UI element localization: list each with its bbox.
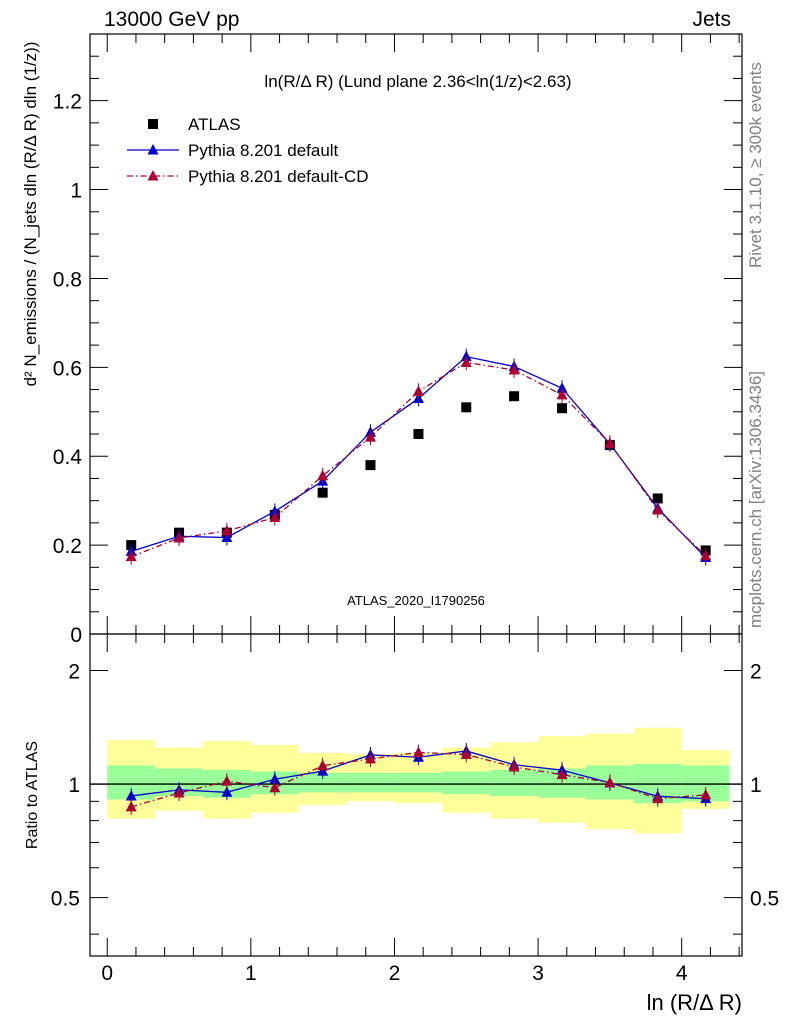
plot-title: ln(R/Δ R) (Lund plane 2.36<ln(1/z)<2.63) bbox=[264, 72, 571, 91]
main-point bbox=[700, 549, 712, 561]
main-y-tick-label: 1 bbox=[70, 180, 82, 203]
ratio-point bbox=[269, 773, 281, 784]
main-y-tick-label: 0.4 bbox=[53, 446, 83, 469]
data-point bbox=[509, 391, 520, 402]
ratio-y-tick-label-right: 0.5 bbox=[750, 888, 779, 911]
main-point bbox=[556, 388, 568, 400]
data-point bbox=[652, 493, 663, 504]
main-point bbox=[221, 524, 233, 536]
ratio-point bbox=[125, 800, 137, 812]
ratio-y-tick-label-left: 0.5 bbox=[51, 888, 80, 911]
ratio-y-tick-label-left: 2 bbox=[68, 661, 80, 684]
ratio-point bbox=[604, 776, 616, 788]
main-point bbox=[269, 511, 281, 523]
main-point bbox=[460, 356, 472, 367]
x-tick-label: 3 bbox=[532, 962, 544, 985]
ratio-point bbox=[269, 781, 281, 793]
ratio-point bbox=[556, 768, 568, 780]
main-point bbox=[412, 385, 424, 396]
legend-label: ATLAS bbox=[188, 115, 241, 134]
ratio-frame bbox=[89, 633, 743, 957]
main-y-tick-label: 1.2 bbox=[53, 91, 82, 114]
ratio-y-tick-label-right: 1 bbox=[750, 774, 762, 797]
watermark-label: ATLAS_2020_I1790256 bbox=[347, 593, 485, 608]
header-right: Jets bbox=[692, 8, 731, 31]
ratio-point bbox=[125, 789, 137, 801]
ratio-point bbox=[221, 786, 233, 797]
ratio-y-axis-title: Ratio to ATLAS bbox=[24, 741, 41, 849]
inner-band-bin bbox=[346, 772, 395, 793]
data-point bbox=[461, 402, 472, 413]
x-tick-label: 2 bbox=[389, 962, 401, 985]
main-y-tick-label: 0.2 bbox=[53, 535, 82, 558]
header-left: 13000 GeV pp bbox=[104, 8, 240, 31]
legend-label: Pythia 8.201 default bbox=[188, 141, 339, 160]
legend-label: Pythia 8.201 default-CD bbox=[188, 167, 369, 186]
ratio-point bbox=[700, 788, 712, 800]
ratio-y-tick-label-left: 1 bbox=[68, 774, 80, 797]
main-point bbox=[652, 504, 664, 515]
legend-marker bbox=[148, 119, 158, 129]
inner-band-bin bbox=[394, 772, 443, 793]
main-point bbox=[317, 469, 329, 481]
data-point bbox=[317, 487, 328, 498]
main-point bbox=[125, 550, 137, 562]
x-tick-label: 1 bbox=[245, 962, 257, 985]
ratio-point bbox=[460, 748, 472, 759]
main-y-tick-label: 0 bbox=[70, 624, 82, 647]
inner-band-bin bbox=[298, 772, 347, 793]
data-point bbox=[413, 429, 424, 439]
main-point bbox=[364, 431, 376, 442]
legend-marker bbox=[147, 144, 159, 155]
ratio-point bbox=[317, 759, 329, 771]
main-y-axis-title: d² N_emissions / (N_jets dln (R/Δ R) dln… bbox=[21, 42, 40, 387]
ratio-point bbox=[221, 775, 233, 786]
ratio-point bbox=[173, 786, 185, 798]
main-point bbox=[604, 437, 616, 448]
legend-marker bbox=[147, 170, 159, 181]
data-point bbox=[365, 460, 376, 471]
x-tick-label: 4 bbox=[676, 962, 688, 985]
ratio-point bbox=[652, 792, 664, 804]
main-point bbox=[508, 364, 520, 375]
ratio-point bbox=[508, 760, 520, 772]
main-y-tick-label: 0.6 bbox=[53, 357, 82, 380]
main-point bbox=[173, 532, 185, 543]
ratio-point bbox=[412, 746, 424, 757]
x-tick-label: 0 bbox=[101, 962, 113, 985]
ratio-point bbox=[364, 752, 376, 764]
data-point bbox=[557, 403, 568, 414]
inner-band-bin bbox=[442, 771, 491, 795]
x-axis-title: ln (R/Δ R) bbox=[647, 990, 742, 1015]
ratio-y-tick-label-right: 2 bbox=[750, 661, 762, 684]
main-y-tick-label: 0.8 bbox=[53, 268, 82, 291]
